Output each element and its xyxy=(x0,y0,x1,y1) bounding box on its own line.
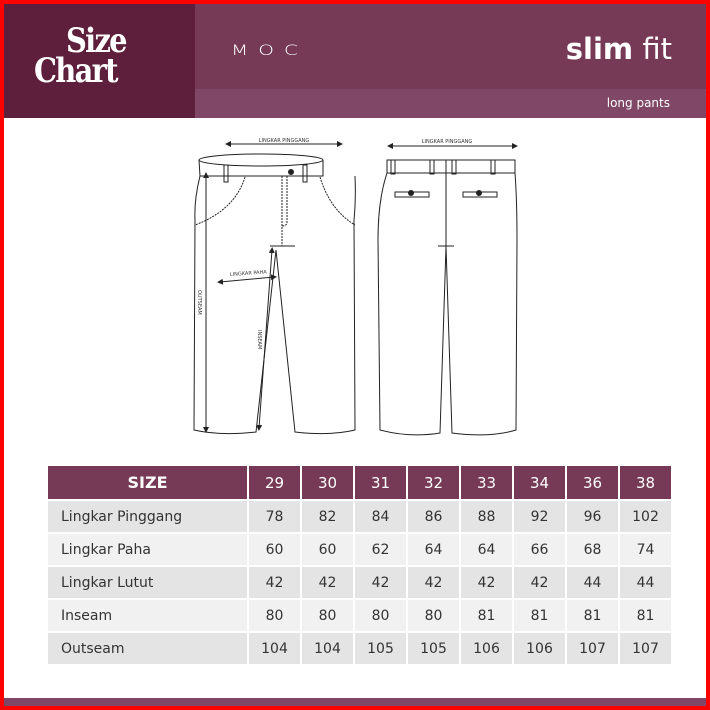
table-cell: 105 xyxy=(408,633,459,664)
table-row: Lingkar Paha 60 60 62 64 64 66 68 74 xyxy=(48,534,671,565)
table-cell: 78 xyxy=(249,501,300,532)
fit-title: slim fit xyxy=(566,32,672,66)
table-header-row: SIZE 29 30 31 32 33 34 36 38 xyxy=(48,466,671,499)
product-type: long pants xyxy=(606,96,670,110)
table-cell: 42 xyxy=(302,567,353,598)
row-label: Inseam xyxy=(48,600,247,631)
table-cell: 105 xyxy=(355,633,406,664)
fit-bold: slim xyxy=(565,32,634,66)
table-cell: 44 xyxy=(620,567,671,598)
logo-line-2: Chart xyxy=(34,51,119,91)
table-cell: 102 xyxy=(620,501,671,532)
row-label: Lingkar Paha xyxy=(48,534,247,565)
pants-diagram: LINGKAR PINGGANG LINGKAR PINGGANG LINGKA… xyxy=(193,138,518,436)
size-36: 36 xyxy=(567,466,618,499)
table-cell: 60 xyxy=(302,534,353,565)
table-row: Outseam 104 104 105 105 106 106 107 107 xyxy=(48,633,671,664)
table-cell: 80 xyxy=(408,600,459,631)
outseam-label: OUTSEAM xyxy=(196,290,202,315)
table-cell: 74 xyxy=(620,534,671,565)
table-cell: 42 xyxy=(514,567,565,598)
table-cell: 96 xyxy=(567,501,618,532)
table-cell: 104 xyxy=(302,633,353,664)
row-label: Lingkar Pinggang xyxy=(48,501,247,532)
back-pants-drawing xyxy=(377,143,518,436)
table-cell: 44 xyxy=(567,567,618,598)
table-cell: 81 xyxy=(620,600,671,631)
table-cell: 42 xyxy=(408,567,459,598)
back-waist-label: LINGKAR PINGGANG xyxy=(422,139,473,145)
size-29: 29 xyxy=(249,466,300,499)
size-chart-logo: Size Chart xyxy=(4,4,195,118)
size-32: 32 xyxy=(408,466,459,499)
header-band: MOC slim fit xyxy=(195,4,706,89)
inseam-label: INSEAM xyxy=(256,330,262,349)
logo-line-1: Size xyxy=(66,21,128,61)
fit-light: fit xyxy=(642,32,672,66)
front-pants-drawing xyxy=(193,141,356,435)
table-cell: 106 xyxy=(514,633,565,664)
size-38: 38 xyxy=(620,466,671,499)
thigh-label: LINGKAR PAHA xyxy=(230,269,268,278)
table-cell: 88 xyxy=(461,501,512,532)
front-waist-label: LINGKAR PINGGANG xyxy=(259,138,310,144)
row-label: Lingkar Lutut xyxy=(48,567,247,598)
table-cell: 42 xyxy=(355,567,406,598)
footer-band xyxy=(4,698,706,706)
subheader-band: long pants xyxy=(195,89,706,118)
table-cell: 86 xyxy=(408,501,459,532)
table-cell: 66 xyxy=(514,534,565,565)
table-row: Inseam 80 80 80 80 81 81 81 81 xyxy=(48,600,671,631)
size-header: SIZE xyxy=(48,466,247,499)
row-label: Outseam xyxy=(48,633,247,664)
size-33: 33 xyxy=(461,466,512,499)
brand-logo: MOC xyxy=(231,41,308,59)
size-chart: Size Chart MOC slim fit long pants xyxy=(4,4,706,706)
table-cell: 42 xyxy=(249,567,300,598)
table-cell: 107 xyxy=(567,633,618,664)
table-row: Lingkar Lutut 42 42 42 42 42 42 44 44 xyxy=(48,567,671,598)
table-cell: 92 xyxy=(514,501,565,532)
table-cell: 104 xyxy=(249,633,300,664)
table-cell: 107 xyxy=(620,633,671,664)
table-cell: 80 xyxy=(302,600,353,631)
table-cell: 60 xyxy=(249,534,300,565)
table-cell: 64 xyxy=(461,534,512,565)
size-31: 31 xyxy=(355,466,406,499)
size-30: 30 xyxy=(302,466,353,499)
table-cell: 84 xyxy=(355,501,406,532)
table-cell: 80 xyxy=(355,600,406,631)
table-cell: 80 xyxy=(249,600,300,631)
table-cell: 64 xyxy=(408,534,459,565)
table-row: Lingkar Pinggang 78 82 84 86 88 92 96 102 xyxy=(48,501,671,532)
size-table: SIZE 29 30 31 32 33 34 36 38 Lingkar Pin… xyxy=(46,464,673,666)
table-cell: 81 xyxy=(461,600,512,631)
table-cell: 81 xyxy=(514,600,565,631)
table-cell: 62 xyxy=(355,534,406,565)
table-cell: 82 xyxy=(302,501,353,532)
table-cell: 106 xyxy=(461,633,512,664)
table-cell: 42 xyxy=(461,567,512,598)
table-cell: 81 xyxy=(567,600,618,631)
table-cell: 68 xyxy=(567,534,618,565)
size-34: 34 xyxy=(514,466,565,499)
